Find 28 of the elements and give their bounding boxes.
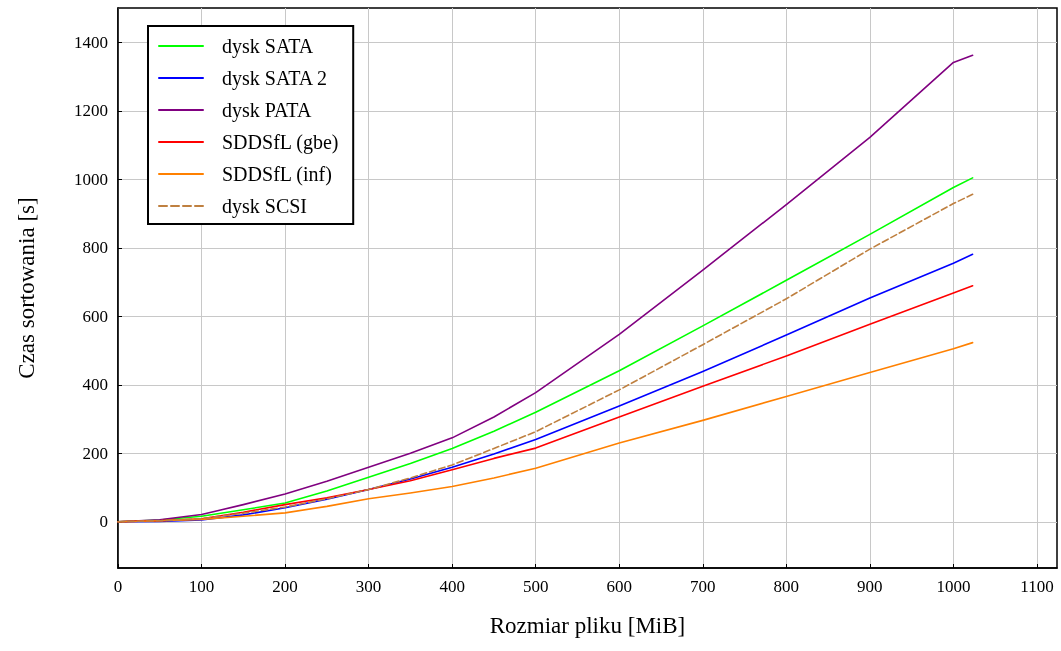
x-tick-label: 0 — [113, 577, 123, 596]
x-tick-label: 700 — [690, 577, 716, 596]
legend-label: dysk PATA — [222, 99, 312, 122]
x-tick-label: 1000 — [936, 577, 971, 596]
x-tick-label: 300 — [355, 577, 382, 596]
legend-label: dysk SATA 2 — [222, 67, 328, 90]
x-tick-label: 900 — [857, 577, 883, 596]
y-tick-label: 600 — [82, 306, 108, 326]
y-tick-label: 800 — [82, 238, 108, 258]
x-tick-label: 400 — [439, 577, 465, 596]
legend-label: dysk SCSI — [222, 195, 308, 218]
x-tick-label: 500 — [522, 577, 549, 596]
y-tick-label: 200 — [82, 443, 108, 463]
y-tick-label: 1000 — [74, 169, 108, 189]
x-tick-label: 100 — [188, 577, 215, 596]
y-axis-title: Czas sortowania [s] — [14, 197, 39, 379]
y-tick-label: 0 — [99, 512, 108, 532]
x-axis-title: Rozmiar pliku [MiB] — [489, 613, 686, 638]
y-tick-label: 400 — [82, 375, 108, 395]
x-tick-label: 200 — [272, 577, 298, 596]
legend-label: SDDSfL (gbe) — [222, 131, 339, 154]
x-tick-label: 800 — [773, 577, 800, 596]
y-tick-label: 1400 — [74, 32, 108, 52]
x-tick-label: 1100 — [1020, 577, 1054, 596]
legend-label: dysk SATA — [222, 35, 314, 58]
y-tick-label: 1200 — [74, 101, 108, 121]
legend-label: SDDSfL (inf) — [222, 163, 332, 186]
x-tick-label: 600 — [606, 577, 632, 596]
